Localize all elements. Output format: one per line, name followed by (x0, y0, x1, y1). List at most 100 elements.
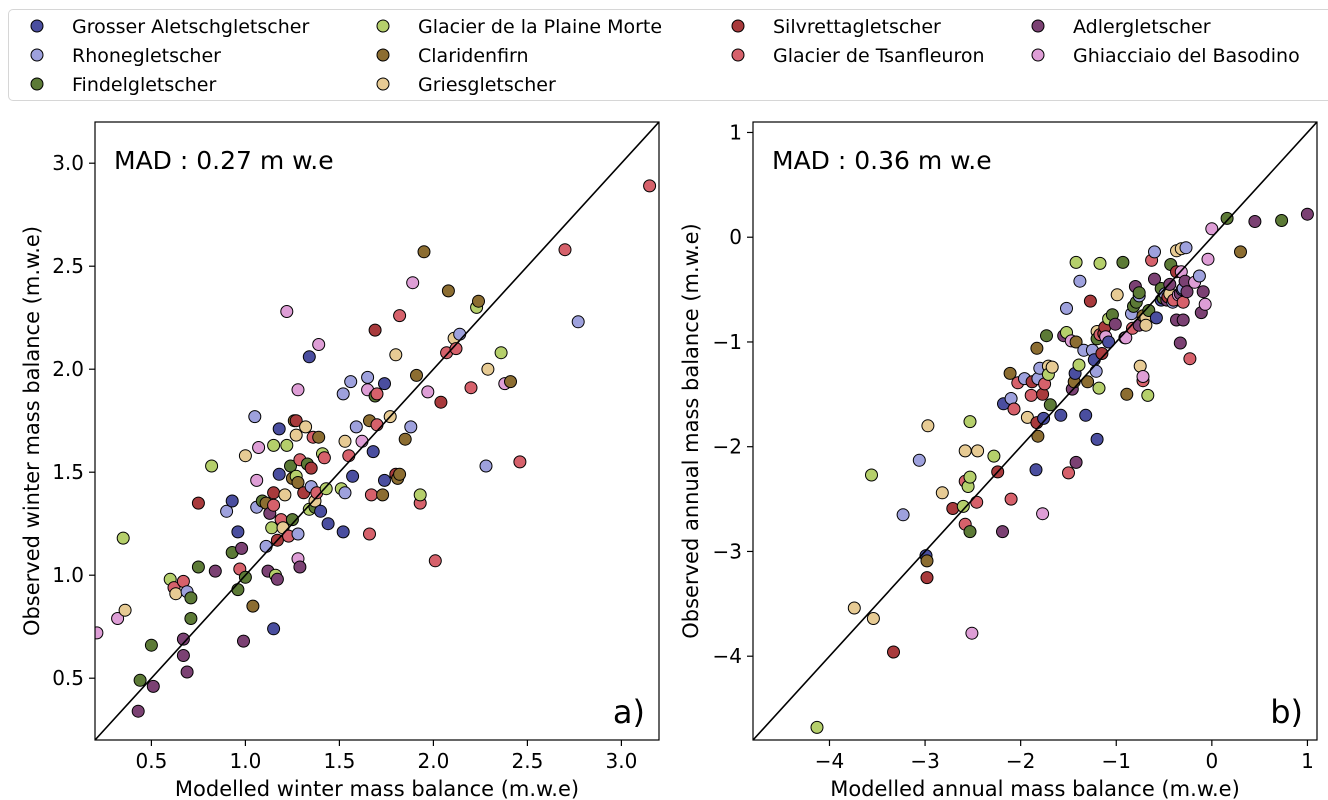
data-point (169, 587, 183, 601)
legend-label: Glacier de la Plaine Morte (418, 16, 662, 38)
data-point (996, 525, 1009, 539)
data-point (321, 517, 335, 531)
data-point (464, 381, 478, 395)
plot-frame (752, 121, 1318, 741)
data-point (338, 486, 352, 500)
data-point (1093, 256, 1107, 270)
data-point (1040, 329, 1053, 343)
data-point (176, 649, 190, 662)
data-point (441, 284, 455, 298)
data-point (1192, 269, 1206, 283)
legend-marker (30, 19, 44, 33)
data-point (338, 434, 352, 448)
legend-label: Silvrettagletscher (773, 16, 941, 38)
data-point (1180, 285, 1194, 299)
plot-frame (94, 121, 660, 741)
data-point (378, 473, 391, 487)
data-point (291, 476, 305, 489)
data-point (267, 498, 281, 512)
data-point (847, 601, 861, 615)
y-tick-label: 2.5 (52, 254, 84, 278)
y-tick-label: −4 (713, 644, 742, 668)
legend-label: Griesgletscher (418, 74, 556, 96)
data-point (237, 634, 250, 648)
data-point (146, 679, 160, 693)
data-point (208, 564, 222, 578)
y-tick-label: −2 (713, 435, 742, 459)
legend-item: Claridenfirn (376, 45, 529, 67)
data-point (248, 410, 262, 424)
data-point (220, 504, 234, 518)
data-point (393, 467, 407, 481)
data-point (180, 665, 194, 679)
data-point (417, 245, 431, 259)
data-point (267, 438, 281, 452)
data-point (111, 612, 125, 625)
data-point (304, 461, 318, 475)
data-point (810, 720, 824, 734)
legend-marker (30, 48, 44, 62)
y-tick-label: 0.5 (52, 666, 84, 690)
data-point (1029, 463, 1043, 477)
data-point (1173, 336, 1187, 350)
data-point (965, 626, 979, 640)
data-point (1148, 272, 1161, 286)
data-point (504, 375, 517, 389)
legend-item: Ghiacciaio del Basodino (1031, 45, 1300, 67)
data-point (259, 539, 273, 553)
y-tick-label: 1.0 (52, 563, 84, 587)
data-point (289, 428, 303, 442)
data-point (176, 632, 190, 646)
data-point (1183, 352, 1197, 366)
legend-label: Grosser Aletschgletscher (72, 16, 309, 38)
legend-label: Glacier de Tsanfleuron (773, 45, 985, 67)
data-point (238, 449, 252, 463)
x-tick-label: −3 (910, 749, 939, 773)
data-point (144, 638, 158, 652)
data-point (191, 560, 205, 574)
legend-marker (376, 77, 390, 91)
panel-label: b) (1270, 693, 1303, 731)
data-point (299, 420, 313, 434)
legend-label: Ghiacciaio del Basodino (1073, 45, 1300, 67)
data-point (1198, 297, 1212, 311)
data-point (956, 499, 970, 513)
data-point (410, 368, 423, 382)
data-point (366, 445, 380, 459)
data-point (319, 482, 333, 496)
legend-label: Claridenfirn (418, 45, 529, 67)
data-point (116, 531, 130, 545)
x-axis-label: Modelled annual mass balance (m.w.e) (830, 777, 1240, 800)
data-point (406, 276, 420, 290)
data-point (235, 541, 249, 555)
data-point (278, 488, 292, 502)
legend-marker (30, 77, 44, 91)
data-point (1275, 214, 1289, 227)
data-point (312, 430, 326, 444)
data-point (1062, 466, 1075, 480)
legend-item: Adlergletscher (1031, 16, 1211, 38)
data-point (1179, 241, 1193, 255)
data-point (887, 645, 900, 659)
legend-marker (1031, 19, 1045, 33)
data-point (428, 554, 442, 568)
data-point (1090, 432, 1104, 446)
data-point (404, 420, 418, 434)
data-point (453, 327, 467, 341)
data-point (896, 508, 910, 522)
data-point (191, 496, 205, 510)
legend-item: Glacier de Tsanfleuron (731, 45, 985, 67)
x-tick-label: −4 (815, 749, 844, 773)
legend-item: Findelgletscher (30, 74, 216, 96)
data-point (184, 591, 198, 605)
data-point (368, 323, 382, 337)
data-point (1205, 222, 1219, 236)
data-point (133, 673, 147, 687)
data-point (1043, 398, 1057, 412)
legend-label: Adlergletscher (1073, 16, 1211, 38)
data-point (963, 470, 977, 484)
legend-item: Glacier de la Plaine Morte (376, 16, 662, 38)
data-point (370, 418, 384, 432)
data-point (449, 342, 463, 356)
